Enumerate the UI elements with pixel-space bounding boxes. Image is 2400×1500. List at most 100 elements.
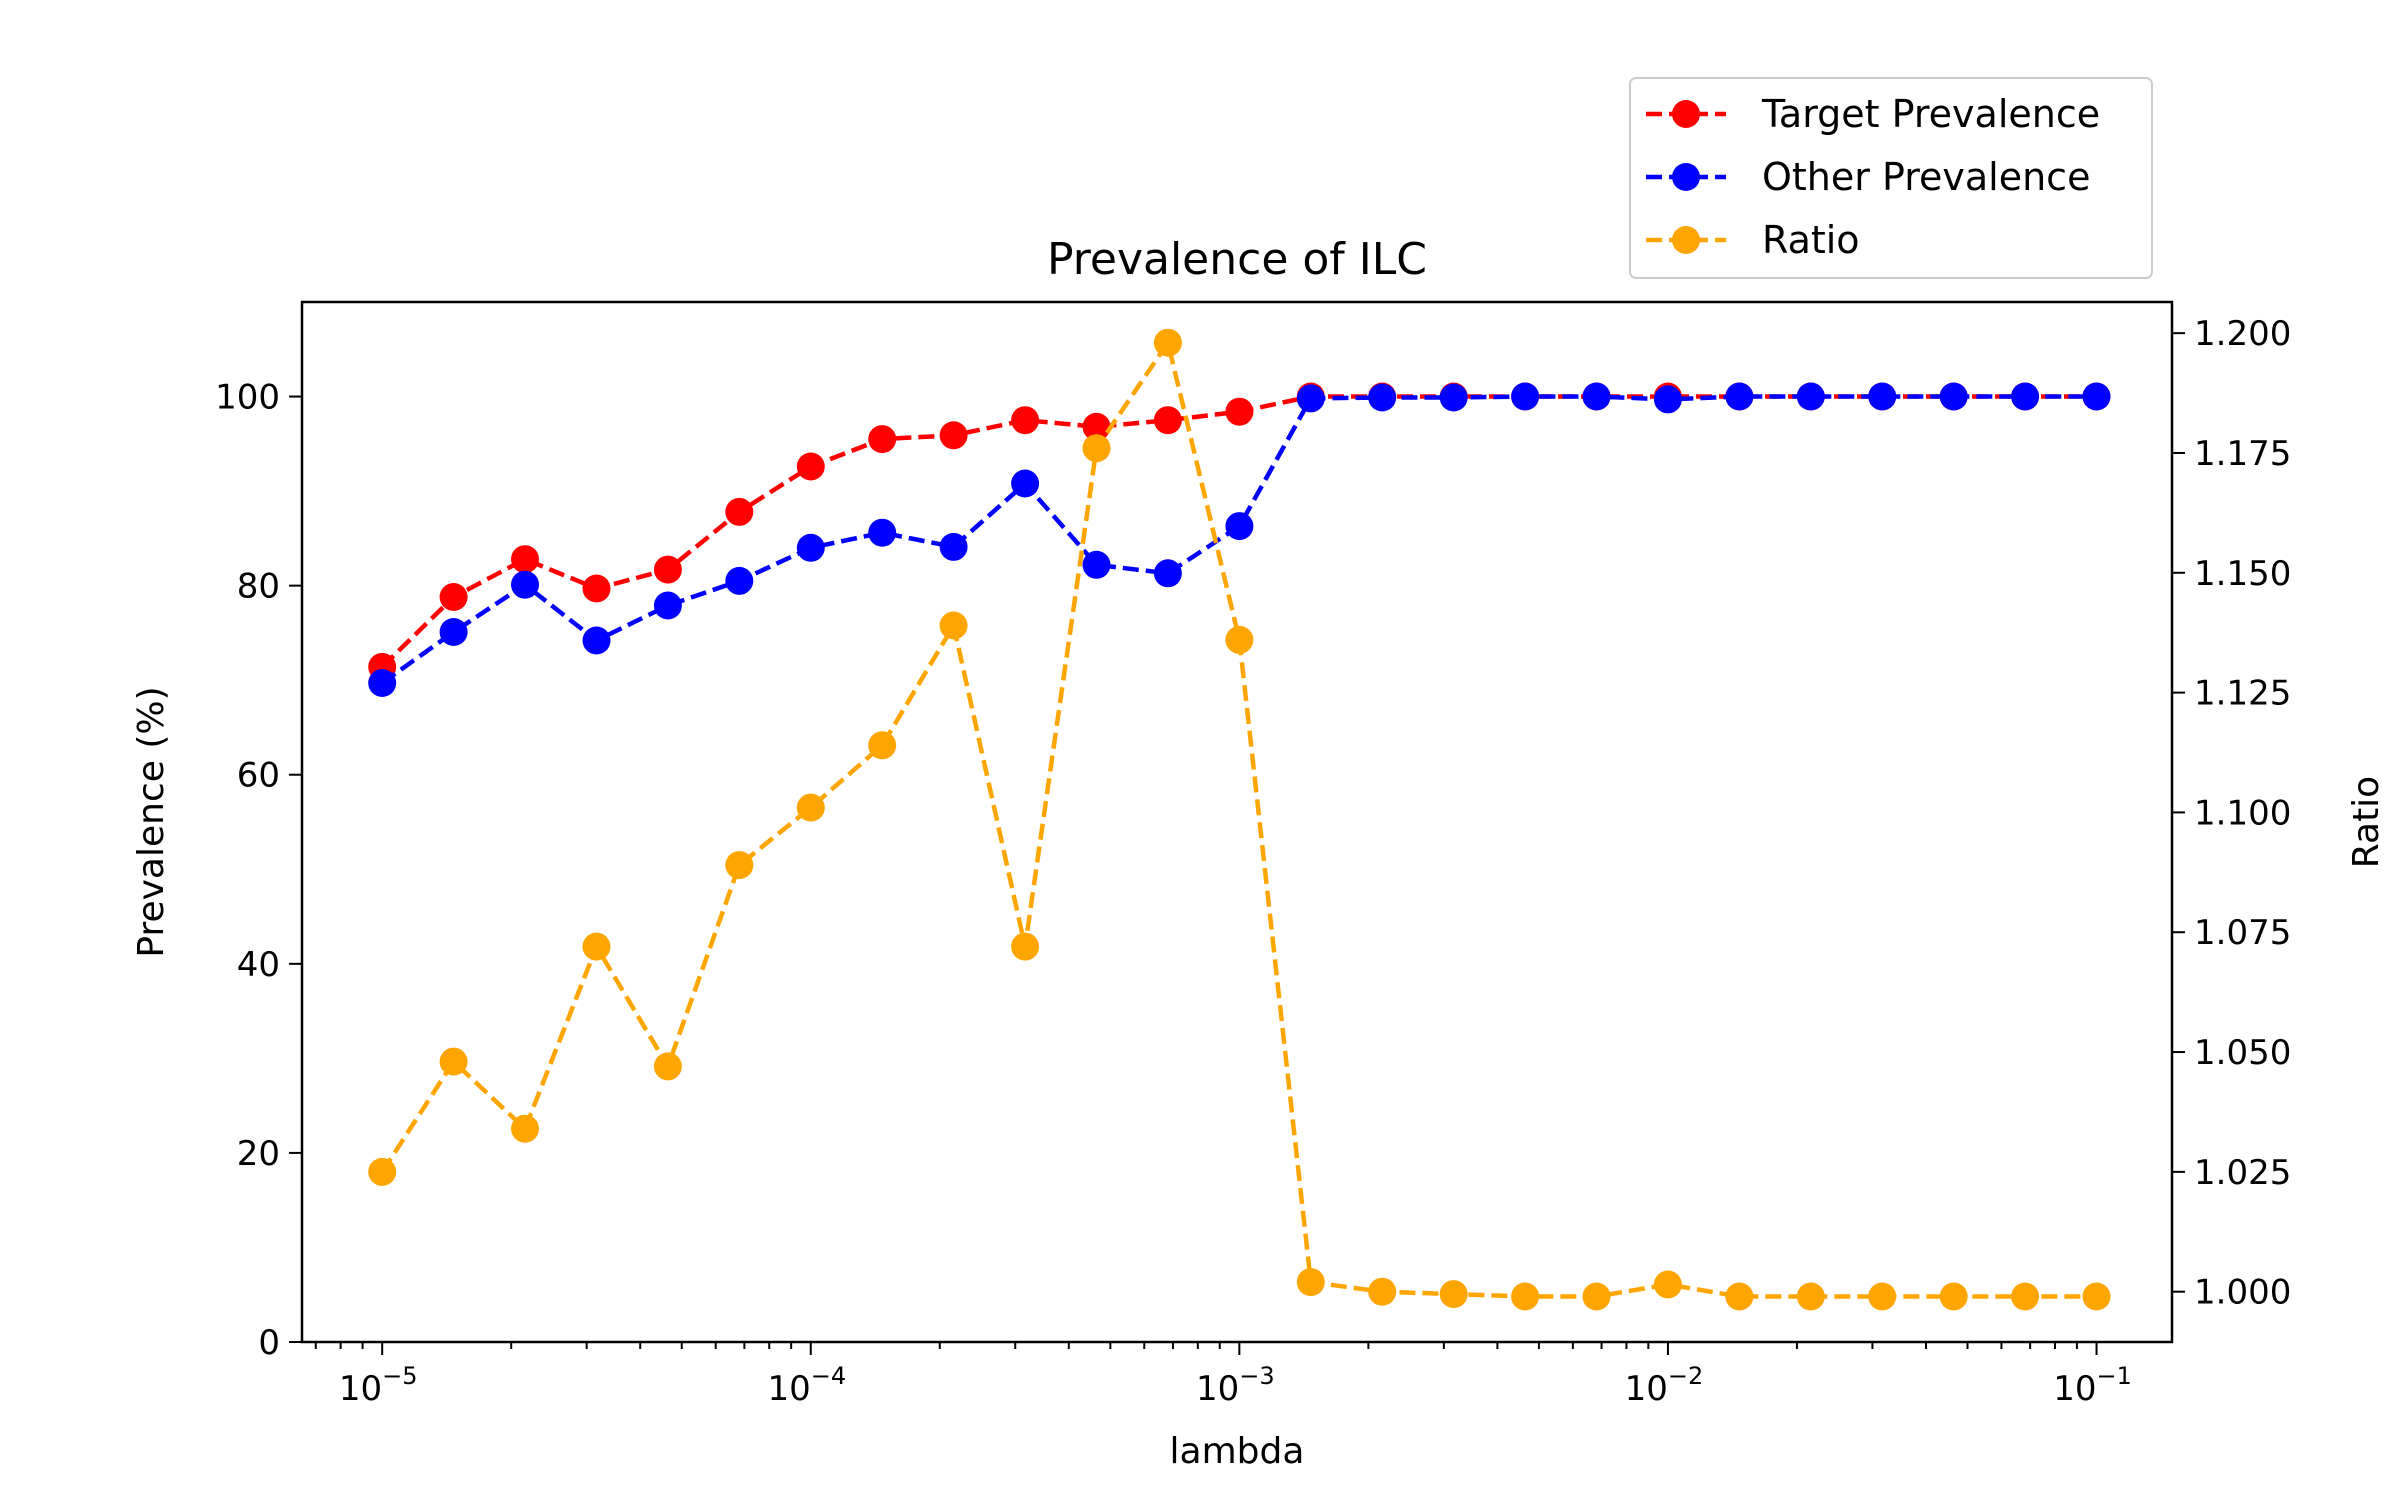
data-point-other-prevalence xyxy=(2082,382,2111,411)
data-point-ratio xyxy=(1296,1268,1325,1297)
legend-label-ratio: Ratio xyxy=(1762,218,1860,262)
data-point-ratio xyxy=(582,932,611,961)
data-point-target-prevalence xyxy=(725,497,754,526)
data-point-ratio xyxy=(1582,1282,1611,1311)
y2-tick-label: 1.075 xyxy=(2194,913,2291,953)
data-point-ratio xyxy=(1153,328,1182,357)
data-point-ratio xyxy=(1511,1282,1540,1311)
y2-tick-label: 1.025 xyxy=(2194,1153,2291,1193)
data-point-other-prevalence xyxy=(1868,382,1897,411)
data-point-target-prevalence xyxy=(511,545,539,574)
y2-tick-label: 1.200 xyxy=(2194,314,2291,354)
data-point-target-prevalence xyxy=(1225,397,1254,426)
data-point-ratio xyxy=(1653,1270,1682,1299)
legend-box xyxy=(1629,77,2153,279)
y2-tick-label: 1.175 xyxy=(2194,434,2291,474)
legend-label-other-prevalence: Other Prevalence xyxy=(1762,155,2090,199)
legend-item-other-prevalence: Other Prevalence xyxy=(1646,155,2090,199)
data-point-ratio xyxy=(439,1047,468,1076)
data-point-other-prevalence xyxy=(439,618,468,646)
data-point-other-prevalence xyxy=(1011,469,1040,498)
data-point-other-prevalence xyxy=(868,518,897,547)
data-point-ratio xyxy=(868,731,897,760)
data-point-ratio xyxy=(368,1157,397,1186)
y-tick-label: 0 xyxy=(258,1323,280,1363)
data-point-other-prevalence xyxy=(1225,512,1254,541)
y2-axis-label: Ratio xyxy=(2346,776,2387,868)
x-tick-label: 10−4 xyxy=(767,1362,846,1409)
data-point-ratio xyxy=(1368,1277,1397,1306)
data-point-other-prevalence xyxy=(796,533,825,562)
data-point-ratio xyxy=(1225,625,1254,654)
legend: Target Prevalence Other Prevalence Ratio xyxy=(1629,77,2153,279)
data-point-other-prevalence xyxy=(1296,384,1325,413)
data-point-ratio xyxy=(1439,1280,1468,1309)
y-tick-label: 60 xyxy=(237,756,280,796)
data-point-ratio xyxy=(1725,1282,1754,1311)
legend-swatch-marker xyxy=(1672,163,1700,191)
data-point-ratio xyxy=(1868,1282,1897,1311)
data-point-other-prevalence xyxy=(1725,382,1754,411)
data-point-ratio xyxy=(1939,1282,1968,1311)
plot-frame xyxy=(300,300,2174,1344)
data-point-target-prevalence xyxy=(1153,406,1182,435)
data-point-ratio xyxy=(796,793,825,822)
y2-tick-label: 1.000 xyxy=(2194,1273,2291,1313)
y-tick-label: 20 xyxy=(237,1134,280,1174)
data-point-other-prevalence xyxy=(939,532,968,561)
data-point-other-prevalence xyxy=(368,669,397,697)
data-point-other-prevalence xyxy=(1153,559,1182,588)
data-point-target-prevalence xyxy=(582,574,611,603)
data-point-ratio xyxy=(653,1052,682,1081)
y2-tick-label: 1.150 xyxy=(2194,554,2291,594)
data-point-other-prevalence xyxy=(1082,550,1111,579)
data-point-target-prevalence xyxy=(939,421,968,450)
legend-label-target-prevalence: Target Prevalence xyxy=(1761,92,2100,136)
data-point-other-prevalence xyxy=(725,566,754,595)
y-tick-label: 40 xyxy=(237,945,280,985)
data-point-other-prevalence xyxy=(2011,382,2040,411)
data-point-other-prevalence xyxy=(1939,382,1968,411)
y-tick-label: 100 xyxy=(215,378,280,418)
data-point-target-prevalence xyxy=(1011,406,1040,435)
y2-tick-label: 1.100 xyxy=(2194,793,2291,833)
legend-swatch-marker xyxy=(1672,226,1700,254)
data-point-ratio xyxy=(1082,434,1111,463)
data-point-ratio xyxy=(1011,932,1040,961)
legend-swatch-marker xyxy=(1672,100,1700,128)
y-tick-label: 80 xyxy=(237,567,280,607)
data-point-target-prevalence xyxy=(868,425,897,454)
axes-ticks: 10−5 10−4 10−3 10−2 10−1 0 20 40 60 80 100 1.000 1.0… xyxy=(215,314,2291,1409)
data-point-target-prevalence xyxy=(796,452,825,481)
x-tick-label: 10−1 xyxy=(2053,1362,2132,1409)
data-point-ratio xyxy=(939,611,968,640)
series-ratio xyxy=(368,328,2111,1311)
chart-title: Prevalence of ILC xyxy=(1047,234,1427,285)
data-point-target-prevalence xyxy=(1082,412,1111,441)
data-point-ratio xyxy=(511,1114,539,1143)
data-point-ratio xyxy=(1796,1282,1825,1311)
data-point-other-prevalence xyxy=(1368,383,1397,412)
data-point-target-prevalence xyxy=(439,583,468,611)
legend-item-ratio: Ratio xyxy=(1646,218,1860,262)
x-tick-label: 10−2 xyxy=(1625,1362,1704,1409)
data-point-target-prevalence xyxy=(653,555,682,584)
data-point-other-prevalence xyxy=(1582,382,1611,411)
data-point-other-prevalence xyxy=(1796,382,1825,411)
data-point-other-prevalence xyxy=(1439,383,1468,412)
y2-tick-label: 1.125 xyxy=(2194,674,2291,714)
data-point-other-prevalence xyxy=(1653,385,1682,414)
data-point-ratio xyxy=(2082,1282,2111,1311)
data-point-ratio xyxy=(725,851,754,880)
data-point-other-prevalence xyxy=(511,570,539,599)
data-point-other-prevalence xyxy=(1511,382,1540,411)
series-layer xyxy=(368,328,2111,1311)
data-point-other-prevalence xyxy=(653,591,682,620)
data-point-ratio xyxy=(2011,1282,2040,1311)
series-other-prevalence xyxy=(368,382,2111,697)
legend-item-target-prevalence: Target Prevalence xyxy=(1646,92,2100,136)
x-tick-label: 10−3 xyxy=(1196,1362,1275,1409)
data-point-other-prevalence xyxy=(582,626,611,655)
y-axis-label: Prevalence (%) xyxy=(131,686,172,957)
